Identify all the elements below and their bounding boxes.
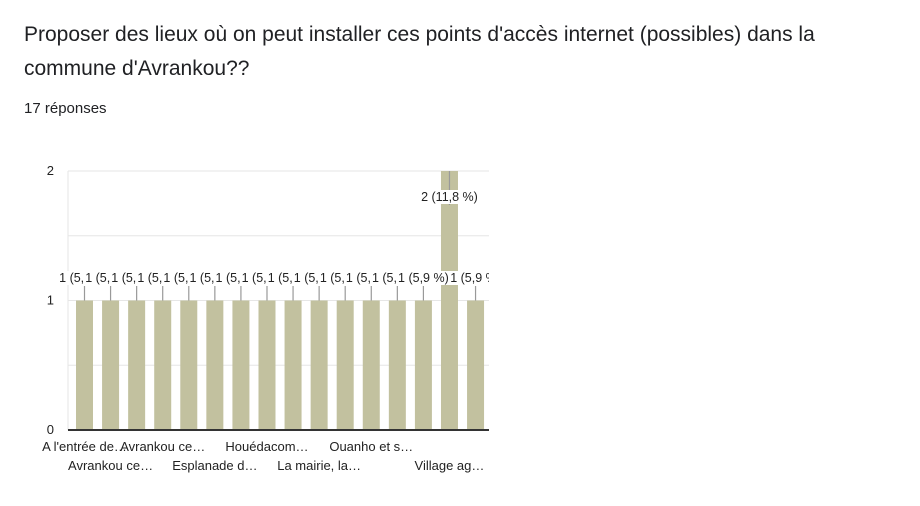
x-tick-label: La mairie, la… (277, 458, 361, 473)
x-tick-label: Ouanho et s… (329, 439, 413, 454)
bar (232, 300, 250, 430)
bar (128, 300, 146, 430)
bar (258, 300, 276, 430)
bar (388, 300, 406, 430)
x-tick-label: Houédacom… (225, 439, 308, 454)
bar (154, 300, 172, 430)
y-tick-label: 0 (47, 422, 54, 437)
x-tick-label: Esplanade d… (172, 458, 257, 473)
response-count: 17 réponses (24, 100, 107, 117)
x-tick-label: Avrankou ce… (68, 458, 153, 473)
data-label: 1 (5,9 %) (398, 271, 449, 285)
question-title: Proposer des lieux où on peut installer … (24, 23, 815, 80)
y-tick-label: 2 (47, 163, 54, 178)
data-label: 2 (11,8 %) (421, 190, 478, 204)
data-label-bg (397, 271, 450, 285)
x-tick-label: Avrankou ce… (120, 439, 205, 454)
bar (414, 300, 432, 430)
bar (284, 300, 302, 430)
data-label-bg (449, 271, 489, 285)
bar (467, 300, 485, 430)
y-tick-label: 1 (47, 293, 54, 308)
bar (206, 300, 224, 430)
bar (336, 300, 354, 430)
data-label-bg (420, 190, 479, 204)
data-label: 1 (5,9 %) (450, 271, 501, 285)
bar (310, 300, 328, 430)
bar (180, 300, 198, 430)
bar (102, 300, 120, 430)
x-tick-label: Village ag… (415, 458, 485, 473)
bar (440, 171, 458, 430)
x-tick-label: A l'entrée de… (42, 439, 127, 454)
bar (76, 300, 93, 430)
bar (362, 300, 380, 430)
